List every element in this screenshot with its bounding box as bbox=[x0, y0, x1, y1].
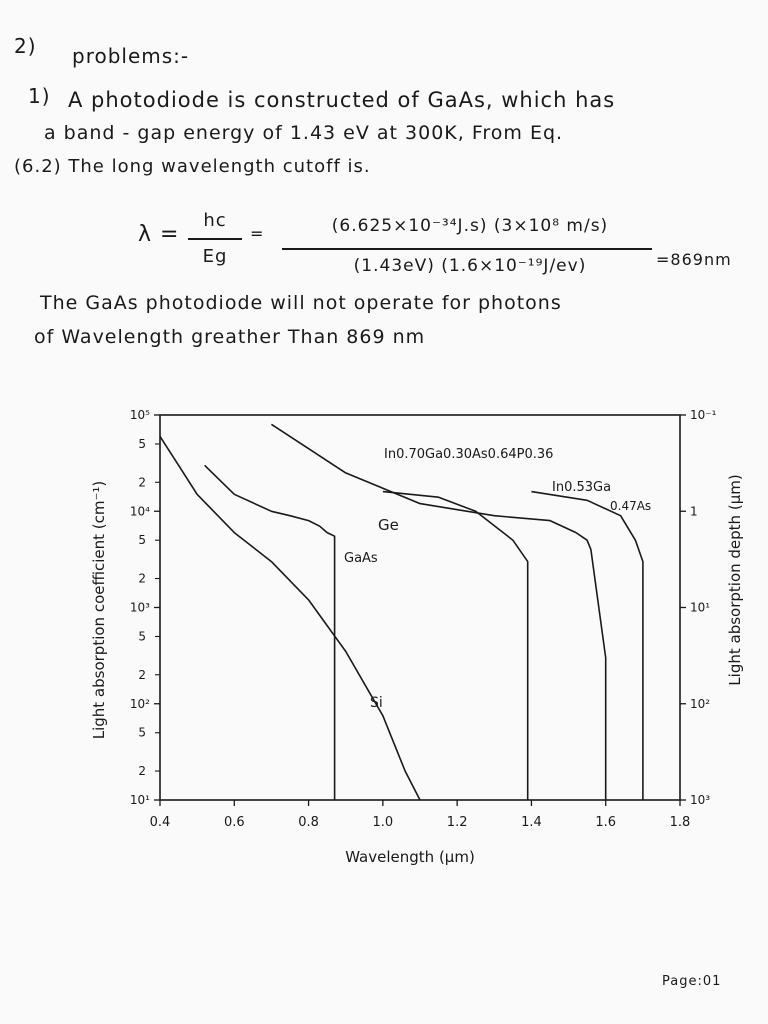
x-tick-label-4: 1.2 bbox=[447, 815, 468, 830]
y2-tick-label-0: 10⁻¹ bbox=[690, 408, 717, 422]
y-minor-tick-label: 2 bbox=[138, 668, 146, 682]
y-tick-label-3: 10⁴ bbox=[130, 504, 150, 518]
fraction-1-numerator: hc bbox=[203, 210, 227, 231]
x-tick-label-3: 1.0 bbox=[373, 815, 394, 830]
label-gaas: GaAs bbox=[344, 551, 378, 566]
y-minor-tick-label: 5 bbox=[138, 629, 146, 643]
label-quaternary: In0.70Ga0.30As0.64P0.36 bbox=[384, 447, 553, 462]
y-minor-tick-label: 5 bbox=[138, 726, 146, 740]
y2-axis-label: Light absorption depth (μm) bbox=[726, 474, 744, 685]
y-tick-label-0: 10¹ bbox=[130, 793, 150, 807]
x-tick-label-2: 0.8 bbox=[298, 815, 319, 830]
y-minor-tick-label: 5 bbox=[138, 533, 146, 547]
y2-tick-label-2: 10¹ bbox=[690, 601, 710, 615]
y-tick-label-1: 10² bbox=[130, 697, 150, 711]
problem-line-1: A photodiode is constructed of GaAs, whi… bbox=[68, 88, 616, 112]
label-ingaas-2: 0.47As bbox=[610, 499, 651, 513]
y-minor-tick-label: 5 bbox=[138, 437, 146, 451]
problem-line-2: a band - gap energy of 1.43 eV at 300K, … bbox=[44, 122, 564, 144]
y-tick-label-4: 10⁵ bbox=[130, 408, 150, 422]
lambda-lhs: λ = bbox=[138, 222, 180, 247]
x-tick-label-0: 0.4 bbox=[150, 815, 171, 830]
label-ge: Ge bbox=[378, 516, 399, 534]
y-minor-tick-label: 2 bbox=[138, 475, 146, 489]
x-tick-label-6: 1.6 bbox=[595, 815, 616, 830]
y2-tick-label-4: 10³ bbox=[690, 793, 710, 807]
x-tick-label-5: 1.4 bbox=[521, 815, 542, 830]
section-title: problems:- bbox=[72, 44, 190, 68]
y2-tick-label-1: 1 bbox=[690, 504, 698, 518]
plot-frame bbox=[159, 414, 681, 801]
label-ingaas-1: In0.53Ga bbox=[552, 480, 611, 495]
label-si: Si bbox=[370, 695, 383, 711]
fraction-2-numerator: (6.625×10⁻³⁴J.s) (3×10⁸ m/s) bbox=[331, 216, 609, 236]
series-line-2 bbox=[270, 423, 607, 800]
series-line-1 bbox=[204, 464, 336, 800]
equation-result: =869nm bbox=[656, 250, 732, 269]
series-line-3 bbox=[382, 490, 529, 800]
fraction-2-bar bbox=[282, 248, 652, 250]
series-line-4 bbox=[531, 490, 644, 800]
x-tick-label-7: 1.8 bbox=[670, 815, 691, 830]
equals-sign: = bbox=[250, 224, 265, 243]
y-axis-label: Light absorption coefficient (cm⁻¹) bbox=[90, 481, 108, 740]
problem-number: 2) bbox=[14, 34, 37, 58]
problem-item-number: 1) bbox=[28, 84, 51, 108]
x-axis-label: Wavelength (μm) bbox=[345, 848, 475, 866]
x-tick-label-1: 0.6 bbox=[224, 815, 245, 830]
fraction-1-bar bbox=[188, 238, 242, 240]
y2-tick-label-3: 10² bbox=[690, 697, 710, 711]
conclusion-line-2: of Wavelength greather Than 869 nm bbox=[34, 326, 426, 348]
series-line-0 bbox=[159, 435, 421, 801]
y-minor-tick-label: 2 bbox=[138, 572, 146, 586]
conclusion-line-1: The GaAs photodiode will not operate for… bbox=[40, 292, 562, 314]
fraction-1-denominator: Eg bbox=[202, 246, 228, 267]
fraction-2-denominator: (1.43eV) (1.6×10⁻¹⁹J/ev) bbox=[353, 256, 587, 276]
y-minor-tick-label: 2 bbox=[138, 764, 146, 778]
y-tick-label-2: 10³ bbox=[130, 601, 150, 615]
problem-line-3: (6.2) The long wavelength cutoff is. bbox=[14, 156, 371, 177]
page-number: Page:01 bbox=[662, 974, 722, 989]
